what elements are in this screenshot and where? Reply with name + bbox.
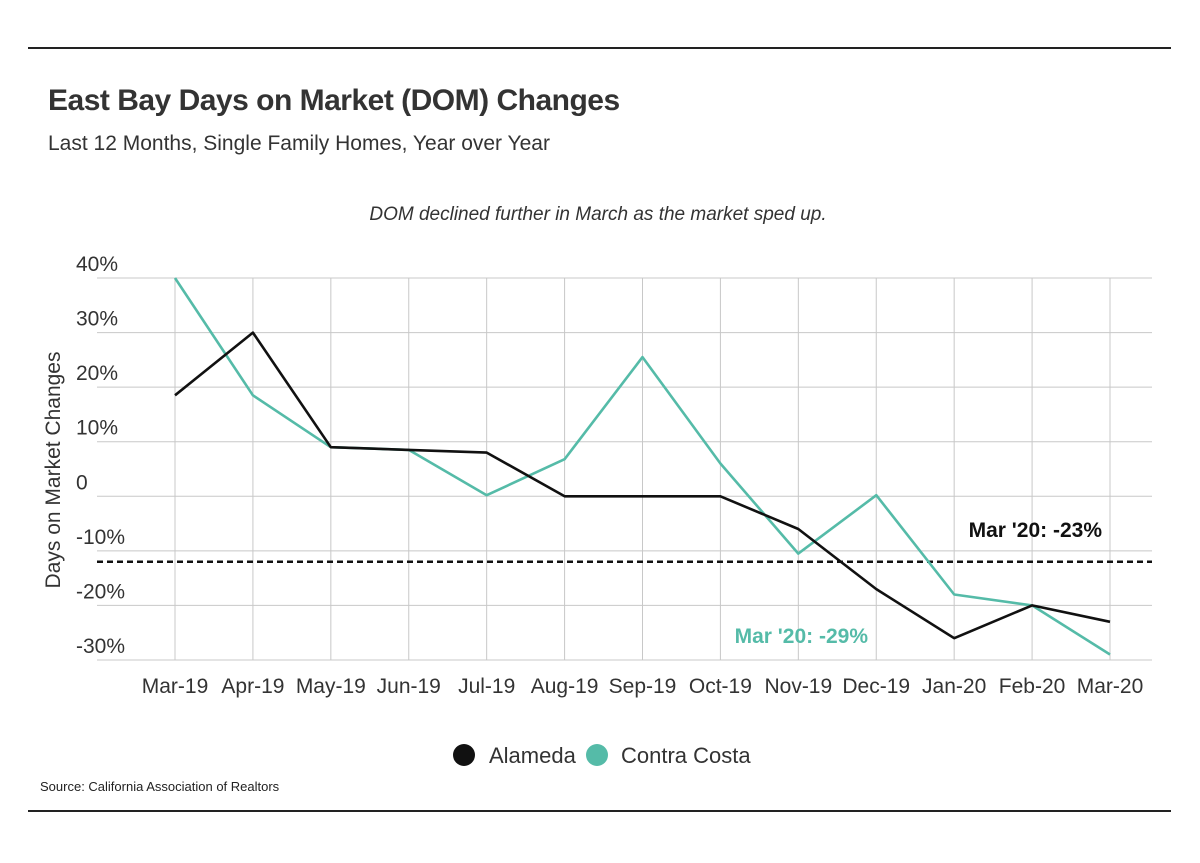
y-tick-label: 20% [76,362,118,385]
series-line-0 [174,331,1111,640]
x-tick-label: Mar-19 [142,675,209,698]
label-contracosta-mar20: Mar '20: -29% [735,625,869,648]
chart-title: East Bay Days on Market (DOM) Changes [48,84,620,117]
x-tick-label: Oct-19 [689,675,752,698]
series-group [173,277,1111,656]
x-tick-label: Sep-19 [609,675,677,698]
legend-marker-alameda [453,744,475,766]
legend-marker-contracosta [586,744,608,766]
y-tick-label: 30% [76,308,118,331]
x-tick-label: Jul-19 [458,675,515,698]
chart-annotation: DOM declined further in March as the mar… [369,204,826,225]
x-tick-label: Jun-19 [377,675,441,698]
legend-label-alameda: Alameda [489,743,577,768]
x-tick-label: Nov-19 [764,675,832,698]
legend: Alameda Contra Costa [453,743,751,768]
y-tick-label: -30% [76,635,125,658]
y-tick-label: 10% [76,417,118,440]
y-tick-label: -20% [76,580,125,603]
top-rule [28,47,1171,49]
y-tick-label: 0 [76,471,88,494]
label-alameda-mar20: Mar '20: -23% [969,519,1103,542]
y-axis-ticks: 40% 30% 20% 10% 0 -10% -20% -30% [76,253,125,658]
x-tick-label: Aug-19 [531,675,599,698]
y-axis-label: Days on Market Changes [42,352,65,589]
x-axis-ticks: Mar-19 Apr-19 May-19 Jun-19 Jul-19 Aug-19 Sep-… [142,675,1144,698]
chart-grid [97,277,1152,661]
x-tick-label: Jan-20 [922,675,986,698]
y-tick-label: 40% [76,253,118,276]
legend-label-contracosta: Contra Costa [621,743,751,768]
source-note: Source: California Association of Realto… [40,779,280,794]
series-labels: Mar '20: -23% Mar '20: -29% [735,519,1103,648]
x-tick-label: May-19 [296,675,366,698]
x-tick-label: Dec-19 [842,675,910,698]
x-tick-label: Mar-20 [1077,675,1144,698]
bottom-rule [28,810,1171,812]
x-tick-label: Apr-19 [221,675,284,698]
y-tick-label: -10% [76,526,125,549]
x-tick-label: Feb-20 [999,675,1066,698]
chart-subtitle: Last 12 Months, Single Family Homes, Yea… [48,132,550,155]
